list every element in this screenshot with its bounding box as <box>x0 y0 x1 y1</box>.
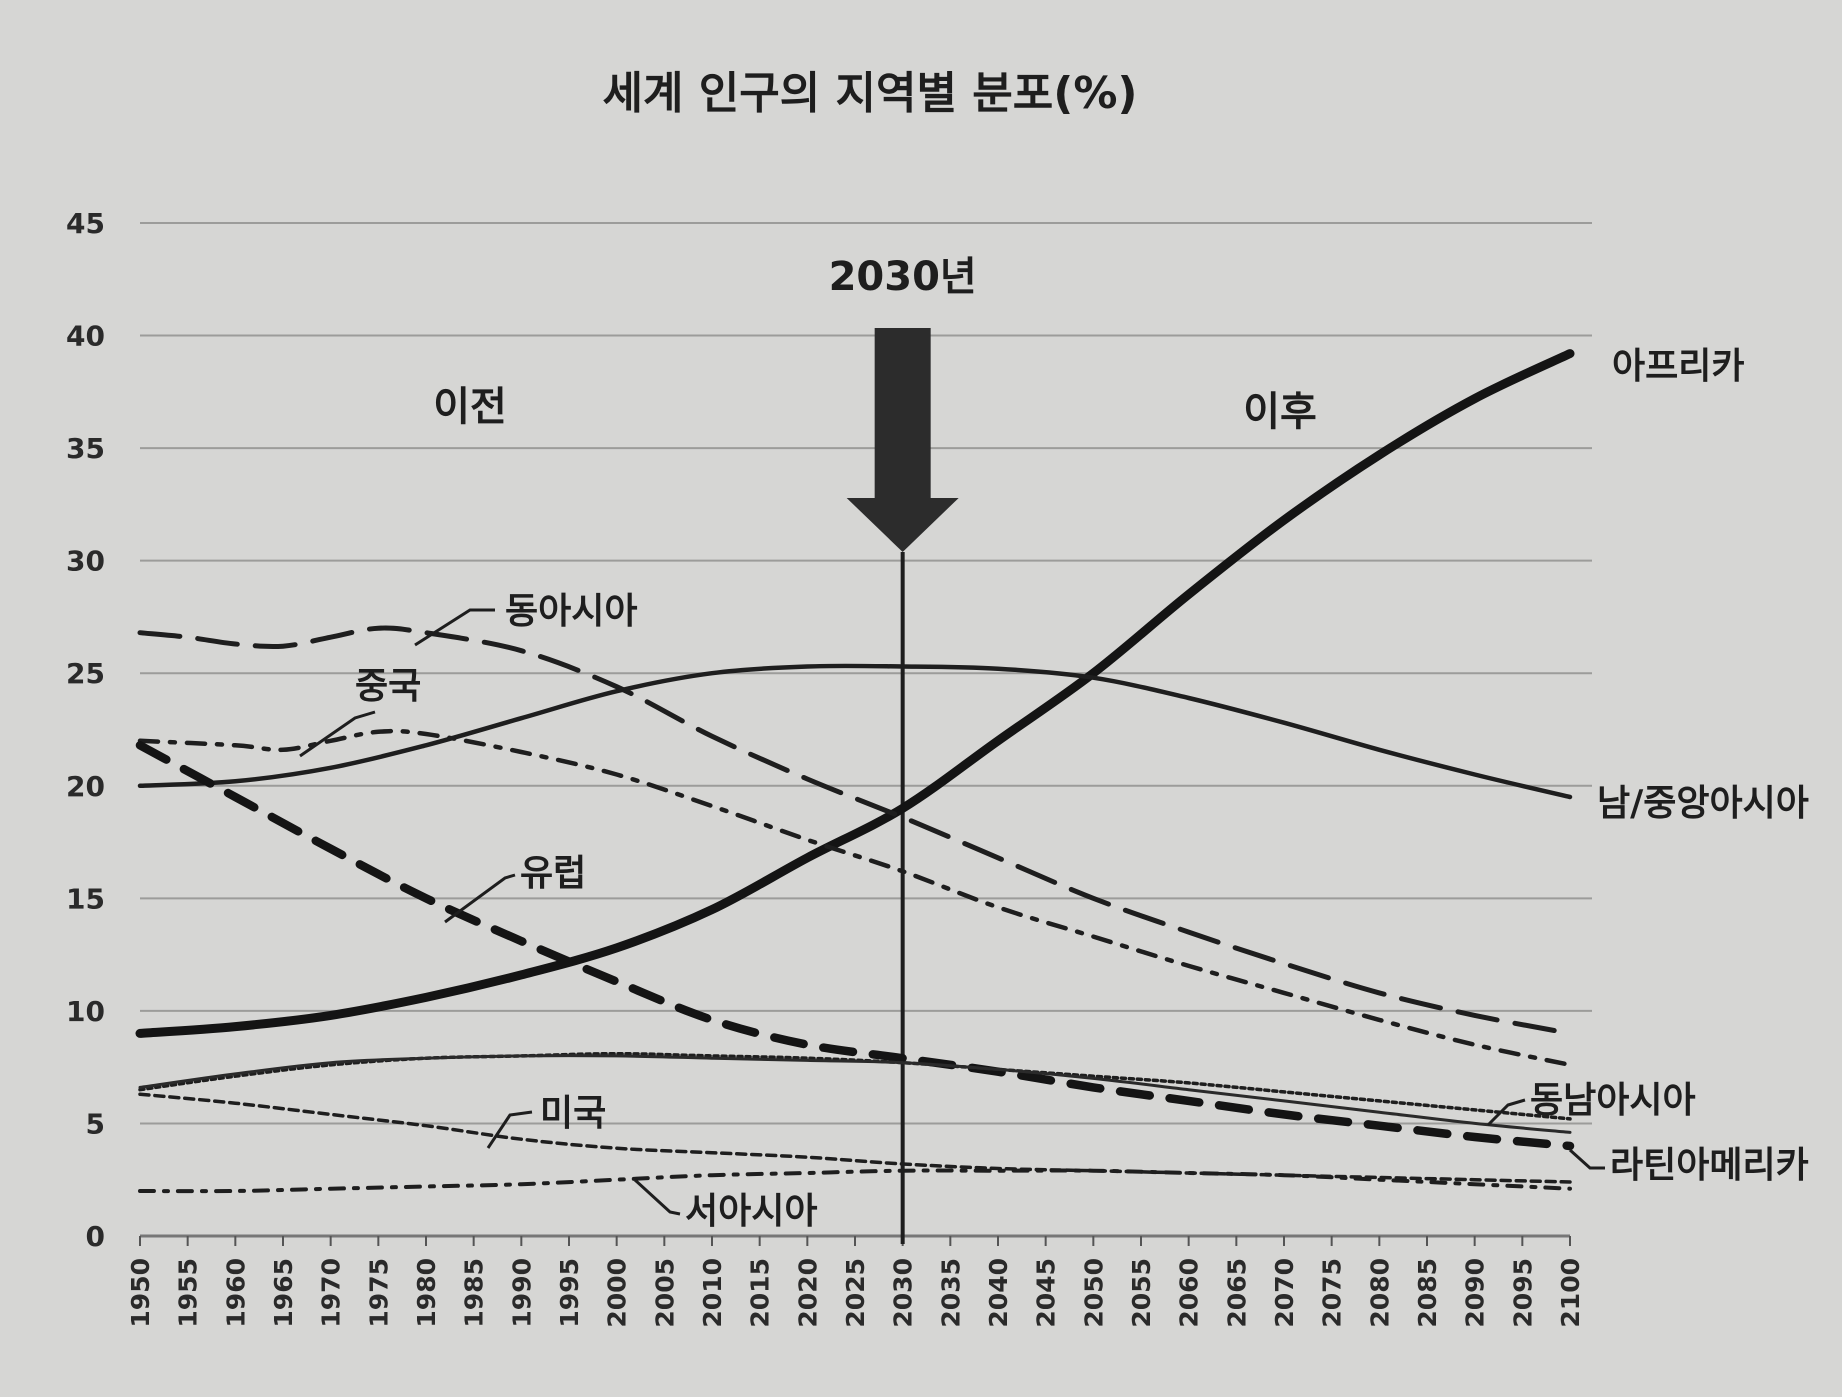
series-line-latin-america <box>138 1054 1572 1134</box>
x-tick-label: 2080 <box>1365 1258 1394 1328</box>
series-label-west-asia: 서아시아 <box>685 1191 817 1232</box>
y-tick-label: 45 <box>66 207 105 240</box>
series-line-south-central-asia <box>137 663 1573 800</box>
y-tick-label: 40 <box>66 320 105 353</box>
year-marker: 2030년 <box>829 254 977 1244</box>
leader-east-asia <box>414 608 495 647</box>
x-tick-label: 2100 <box>1556 1258 1585 1328</box>
series-label-latin-america: 라틴아메리카 <box>1610 1145 1809 1186</box>
series-line-europe <box>135 741 1575 1151</box>
x-tick-label: 2000 <box>603 1258 632 1328</box>
series-label-southeast-asia: 동남아시아 <box>1530 1080 1696 1121</box>
x-tick-label: 2090 <box>1461 1258 1490 1328</box>
after-label: 이후 <box>1243 389 1317 435</box>
leader-china <box>299 710 376 758</box>
x-tick-label: 2065 <box>1222 1258 1251 1328</box>
series-label-africa: 아프리카 <box>1612 346 1744 387</box>
x-tick-label: 1955 <box>174 1258 203 1328</box>
series-line-africa <box>135 349 1575 1038</box>
x-tick-label: 2005 <box>650 1258 679 1328</box>
series-lines <box>135 349 1575 1194</box>
x-tick-label: 1990 <box>507 1258 536 1328</box>
x-tick-label: 2030 <box>889 1258 918 1328</box>
y-tick-label: 15 <box>66 882 105 915</box>
y-tick-label: 0 <box>86 1220 105 1253</box>
leader-latin-america <box>1568 1148 1605 1170</box>
x-tick-label: 2045 <box>1032 1258 1061 1328</box>
x-tick-label: 1970 <box>317 1258 346 1328</box>
x-tick-label: 2055 <box>1127 1258 1156 1328</box>
series-label-south-central-asia: 남/중앙아시아 <box>1597 783 1809 824</box>
leader-europe <box>444 873 516 924</box>
x-tick-label: 2075 <box>1318 1258 1347 1328</box>
y-tick-label: 25 <box>66 657 105 690</box>
marker-arrow-head <box>846 498 959 552</box>
x-tick-label: 1985 <box>460 1258 489 1328</box>
leader-usa <box>486 1110 533 1149</box>
series-label-china: 중국 <box>355 666 421 707</box>
series-label-usa: 미국 <box>540 1093 606 1134</box>
series-line-east-asia <box>137 625 1573 1036</box>
series-label-east-asia: 동아시아 <box>505 591 637 632</box>
y-tick-label: 30 <box>66 545 105 578</box>
chart-title: 세계 인구의 지역별 분포(%) <box>602 68 1137 119</box>
x-tick-label: 2070 <box>1270 1258 1299 1328</box>
x-tick-label: 2050 <box>1079 1258 1108 1328</box>
series-label-europe: 유럽 <box>520 853 586 894</box>
x-tick-label: 2025 <box>841 1258 870 1328</box>
series-line-china <box>137 728 1573 1068</box>
y-tick-label: 5 <box>86 1107 105 1140</box>
y-axis-ticks: 0 5 10 15 20 25 30 35 40 45 <box>66 207 105 1253</box>
x-tick-label: 2015 <box>746 1258 775 1328</box>
x-tick-label: 1995 <box>555 1258 584 1328</box>
before-label: 이전 <box>433 384 507 430</box>
x-tick-label: 2060 <box>1175 1258 1204 1328</box>
x-axis: 1950 1955 1960 1965 1970 1975 1980 1985 1990 1995… <box>126 1234 1585 1328</box>
x-tick-label: 1975 <box>364 1258 393 1328</box>
x-tick-label: 2010 <box>698 1258 727 1328</box>
x-tick-label: 1965 <box>269 1258 298 1328</box>
x-tick-label: 2035 <box>936 1258 965 1328</box>
x-tick-label: 1950 <box>126 1258 155 1328</box>
marker-arrow-shaft <box>874 328 931 500</box>
x-tick-label: 2040 <box>984 1258 1013 1328</box>
series-line-west-asia <box>138 1168 1572 1194</box>
marker-label: 2030년 <box>829 254 977 300</box>
y-tick-label: 35 <box>66 432 105 465</box>
series-line-usa <box>138 1092 1572 1184</box>
leader-southeast-asia <box>1486 1098 1526 1127</box>
x-tick-label: 1960 <box>221 1258 250 1328</box>
leader-west-asia <box>633 1178 681 1216</box>
y-tick-label: 10 <box>66 995 105 1028</box>
x-tick-label: 1980 <box>412 1258 441 1328</box>
y-tick-label: 20 <box>66 770 105 803</box>
x-tick-label: 2020 <box>793 1258 822 1328</box>
x-tick-label: 2085 <box>1413 1258 1442 1328</box>
x-tick-label: 2095 <box>1508 1258 1537 1328</box>
